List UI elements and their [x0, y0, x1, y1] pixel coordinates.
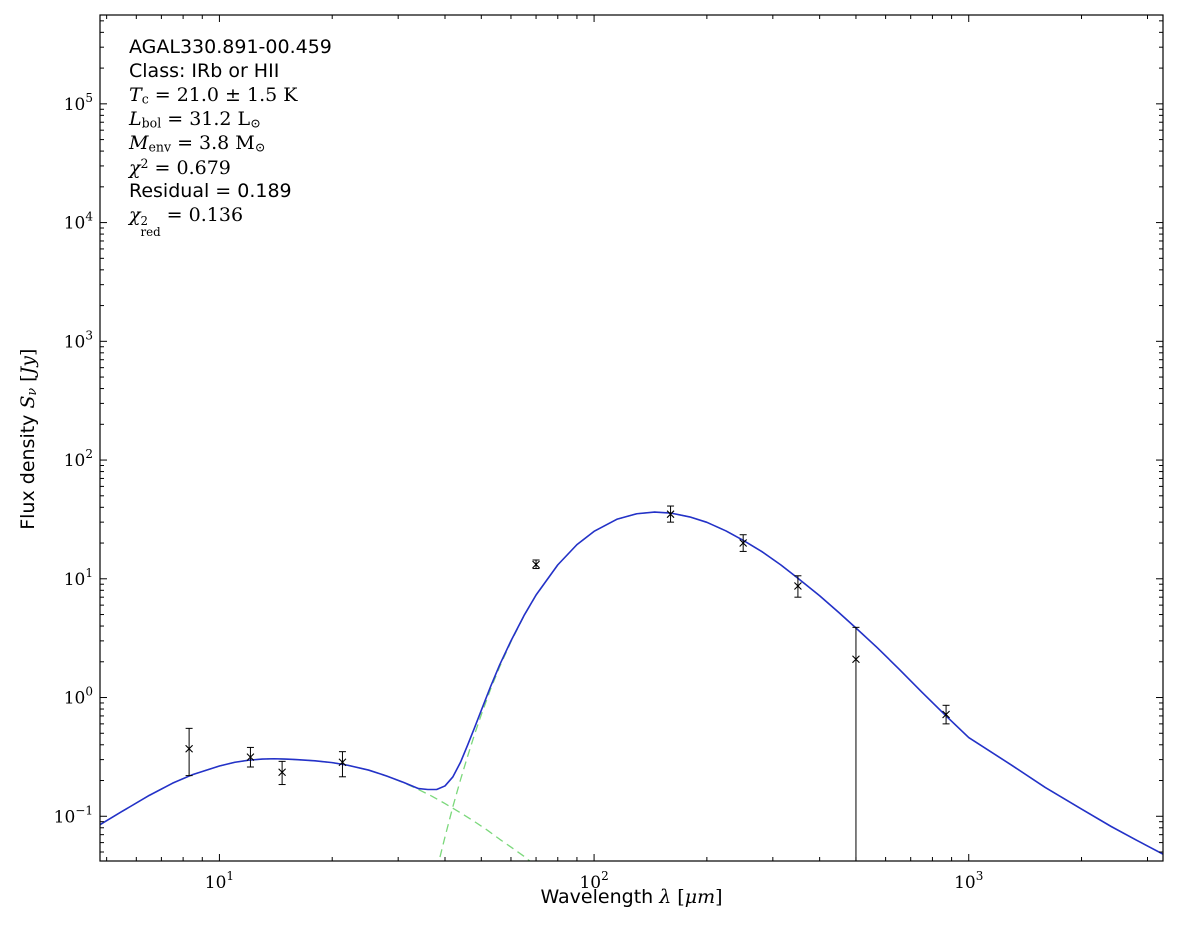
- text-part: AGAL330.891-00.459: [129, 36, 332, 58]
- y-tick-label: 102: [64, 447, 93, 471]
- text-part: χ: [129, 157, 141, 179]
- text-part: ]: [16, 348, 39, 357]
- annotation-line: χ 2 red = 0.136: [129, 204, 332, 238]
- stacked-sup-sub: 2 red: [140, 213, 161, 239]
- data-point-marker: [246, 753, 255, 761]
- data-point-marker: [532, 560, 540, 569]
- text-part: χ: [129, 204, 141, 226]
- text-part: Residual = 0.189: [129, 180, 292, 202]
- x-tick-label: 101: [205, 869, 234, 893]
- x-tick-label: 103: [954, 869, 983, 893]
- y-axis-label: Flux density Sν [Jy]: [17, 239, 39, 639]
- x-axis-label: Wavelength λ [μm]: [100, 886, 1163, 908]
- data-point-marker: [666, 510, 675, 519]
- model-total-curve: [100, 511, 1163, 855]
- text-part: ⊙: [250, 115, 261, 131]
- y-tick-label: 101: [64, 566, 93, 590]
- text-part: Wavelength: [540, 886, 660, 908]
- data-point-marker: [338, 758, 347, 767]
- data-point-marker: [278, 768, 287, 777]
- text-part: [: [671, 886, 685, 908]
- annotation-line: χ2 = 0.679: [129, 156, 332, 180]
- text-part: Flux density: [16, 408, 39, 530]
- text-part: S: [16, 395, 39, 409]
- text-part: λ: [659, 886, 672, 908]
- text-part: [: [16, 374, 39, 388]
- text-part: ν: [24, 387, 40, 396]
- text-part: = 3.8 M: [171, 132, 255, 154]
- annotation-line: Menv = 3.8 M⊙: [129, 132, 332, 156]
- annotation-block: AGAL330.891-00.459 Class: IRb or HII Tc = …: [129, 36, 332, 238]
- annotation-line: Class: IRb or HII: [129, 60, 332, 84]
- plot-frame: [99, 14, 1164, 862]
- annotation-line: Residual = 0.189: [129, 180, 332, 204]
- y-tick-label: 104: [64, 210, 94, 234]
- text-part: 2: [140, 156, 149, 171]
- text-part: M: [129, 132, 149, 154]
- data-point-marker: [739, 539, 748, 547]
- data-point-marker: [794, 582, 802, 590]
- y-tick-label: 100: [64, 685, 93, 709]
- text-part: T: [129, 84, 142, 106]
- text-part: = 31.2 L: [161, 108, 251, 130]
- text-part: L: [129, 108, 142, 130]
- data-point-markers: [185, 510, 950, 777]
- data-point-marker: [185, 744, 193, 753]
- text-part: = 21.0 ± 1.5 K: [148, 84, 298, 106]
- annotation-line: AGAL330.891-00.459: [129, 36, 332, 60]
- text-part: ⊙: [254, 139, 266, 155]
- text-part: bol: [141, 115, 162, 131]
- text-part: c: [141, 91, 149, 107]
- text-part: Jy: [16, 356, 39, 375]
- text-part: μm: [684, 886, 716, 908]
- text-part: = 0.679: [148, 157, 231, 179]
- annotation-line: Lbol = 31.2 L⊙: [129, 108, 332, 132]
- y-tick-label: 105: [64, 91, 93, 115]
- error-bars: [185, 505, 950, 861]
- text-part: Class: IRb or HII: [129, 60, 280, 82]
- warm-component-curve: [100, 758, 531, 861]
- data-point-marker: [942, 710, 950, 719]
- x-tick-label: 102: [579, 869, 608, 893]
- data-point-marker: [852, 655, 860, 664]
- series-layer: [100, 511, 1163, 861]
- y-tick-label: 103: [64, 328, 93, 352]
- axis-ticks: [100, 15, 1163, 861]
- annotation-line: Tc = 21.0 ± 1.5 K: [129, 84, 332, 108]
- text-part: env: [148, 139, 172, 155]
- cold-component-curve: [438, 511, 1163, 861]
- text-part: = 0.136: [160, 204, 244, 226]
- y-tick-label: 10−1: [54, 803, 93, 827]
- text-part: ]: [715, 886, 723, 908]
